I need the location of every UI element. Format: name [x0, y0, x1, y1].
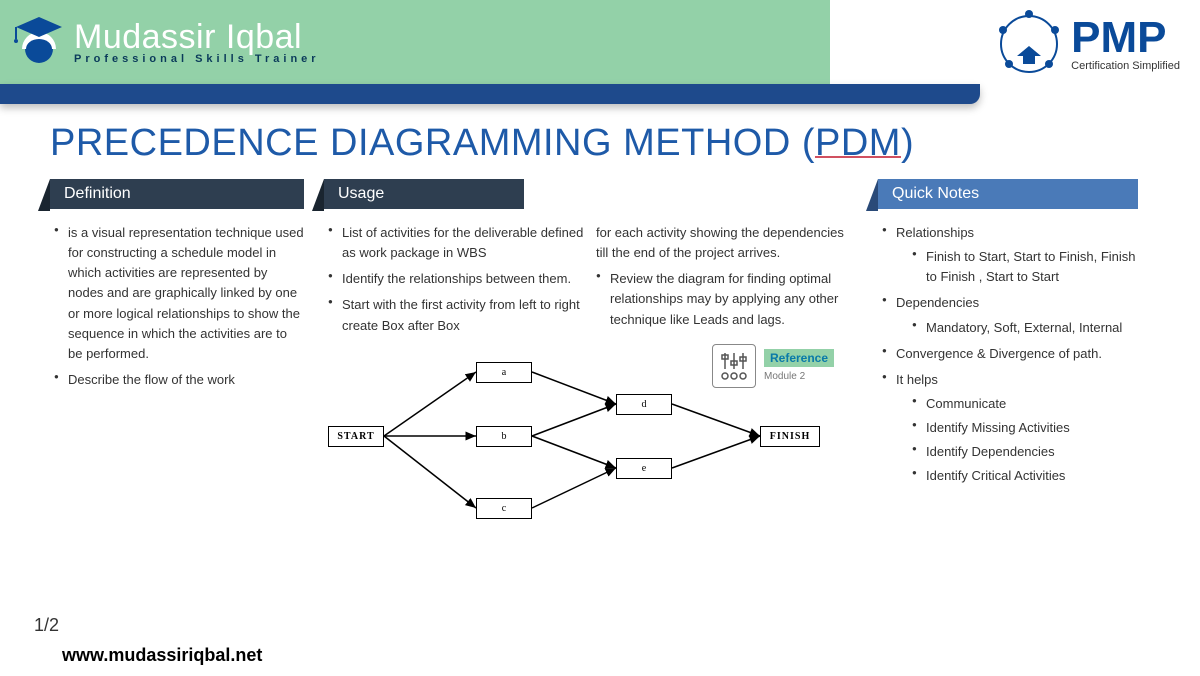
diagram-node-finish: FINISH: [760, 426, 820, 447]
column-usage: Usage List of activities for the deliver…: [324, 179, 858, 518]
usage-list-left: List of activities for the deliverable d…: [324, 223, 590, 336]
author-name: Mudassir Iqbal: [74, 20, 320, 54]
blue-divider-bar: [0, 84, 980, 104]
list-item: List of activities for the deliverable d…: [328, 223, 590, 263]
quicknotes-heading: Quick Notes: [878, 179, 1138, 209]
usage-continuation: for each activity showing the dependenci…: [592, 223, 858, 263]
diagram-node-c: c: [476, 498, 532, 519]
list-item: Identify Critical Activities: [912, 466, 1138, 486]
list-item: Review the diagram for finding optimal r…: [596, 269, 858, 329]
diagram-node-b: b: [476, 426, 532, 447]
list-item: Identify Dependencies: [912, 442, 1138, 462]
column-definition: Definition is a visual representation te…: [50, 179, 304, 518]
list-item: Finish to Start, Start to Finish, Finish…: [912, 247, 1138, 287]
column-quicknotes: Quick Notes RelationshipsFinish to Start…: [878, 179, 1138, 518]
diagram-node-start: START: [328, 426, 384, 447]
title-pre: PRECEDENCE DIAGRAMMING METHOD (: [50, 122, 815, 164]
list-item: Mandatory, Soft, External, Internal: [912, 318, 1138, 338]
pmp-logo: PMP Certification Simplified: [993, 8, 1180, 80]
pmp-subtitle: Certification Simplified: [1071, 60, 1180, 72]
list-item: Communicate: [912, 394, 1138, 414]
list-item: DependenciesMandatory, Soft, External, I…: [882, 293, 1138, 337]
graduation-icon: [14, 17, 64, 67]
website-url: www.mudassiriqbal.net: [62, 645, 262, 666]
title-underline: PDM: [815, 122, 901, 164]
author-logo: Mudassir Iqbal Professional Skills Train…: [14, 17, 320, 67]
list-item: It helpsCommunicateIdentify Missing Acti…: [882, 370, 1138, 487]
diagram-node-a: a: [476, 362, 532, 383]
pmp-icon: [993, 8, 1065, 80]
definition-list: is a visual representation technique use…: [50, 223, 304, 390]
list-item: Convergence & Divergence of path.: [882, 344, 1138, 364]
pmp-title: PMP: [1071, 16, 1180, 60]
definition-heading: Definition: [50, 179, 304, 209]
list-item: Identify Missing Activities: [912, 418, 1138, 438]
list-item: is a visual representation technique use…: [54, 223, 304, 364]
header-green-band: Mudassir Iqbal Professional Skills Train…: [0, 0, 830, 84]
page-number: 1/2: [34, 615, 59, 636]
list-item: Describe the flow of the work: [54, 370, 304, 390]
usage-heading: Usage: [324, 179, 524, 209]
quicknotes-list: RelationshipsFinish to Start, Start to F…: [878, 223, 1138, 487]
title-post: ): [901, 122, 914, 164]
list-item: Identify the relationships between them.: [328, 269, 590, 289]
diagram-node-d: d: [616, 394, 672, 415]
author-subtitle: Professional Skills Trainer: [74, 54, 320, 65]
usage-list-right: Review the diagram for finding optimal r…: [592, 269, 858, 329]
list-item: RelationshipsFinish to Start, Start to F…: [882, 223, 1138, 287]
diagram-node-e: e: [616, 458, 672, 479]
pdm-diagram: Reference Module 2 STARTabcdeFINISH: [324, 348, 884, 518]
list-item: Start with the first activity from left …: [328, 295, 590, 335]
page-title: PRECEDENCE DIAGRAMMING METHOD (PDM): [0, 104, 1200, 165]
